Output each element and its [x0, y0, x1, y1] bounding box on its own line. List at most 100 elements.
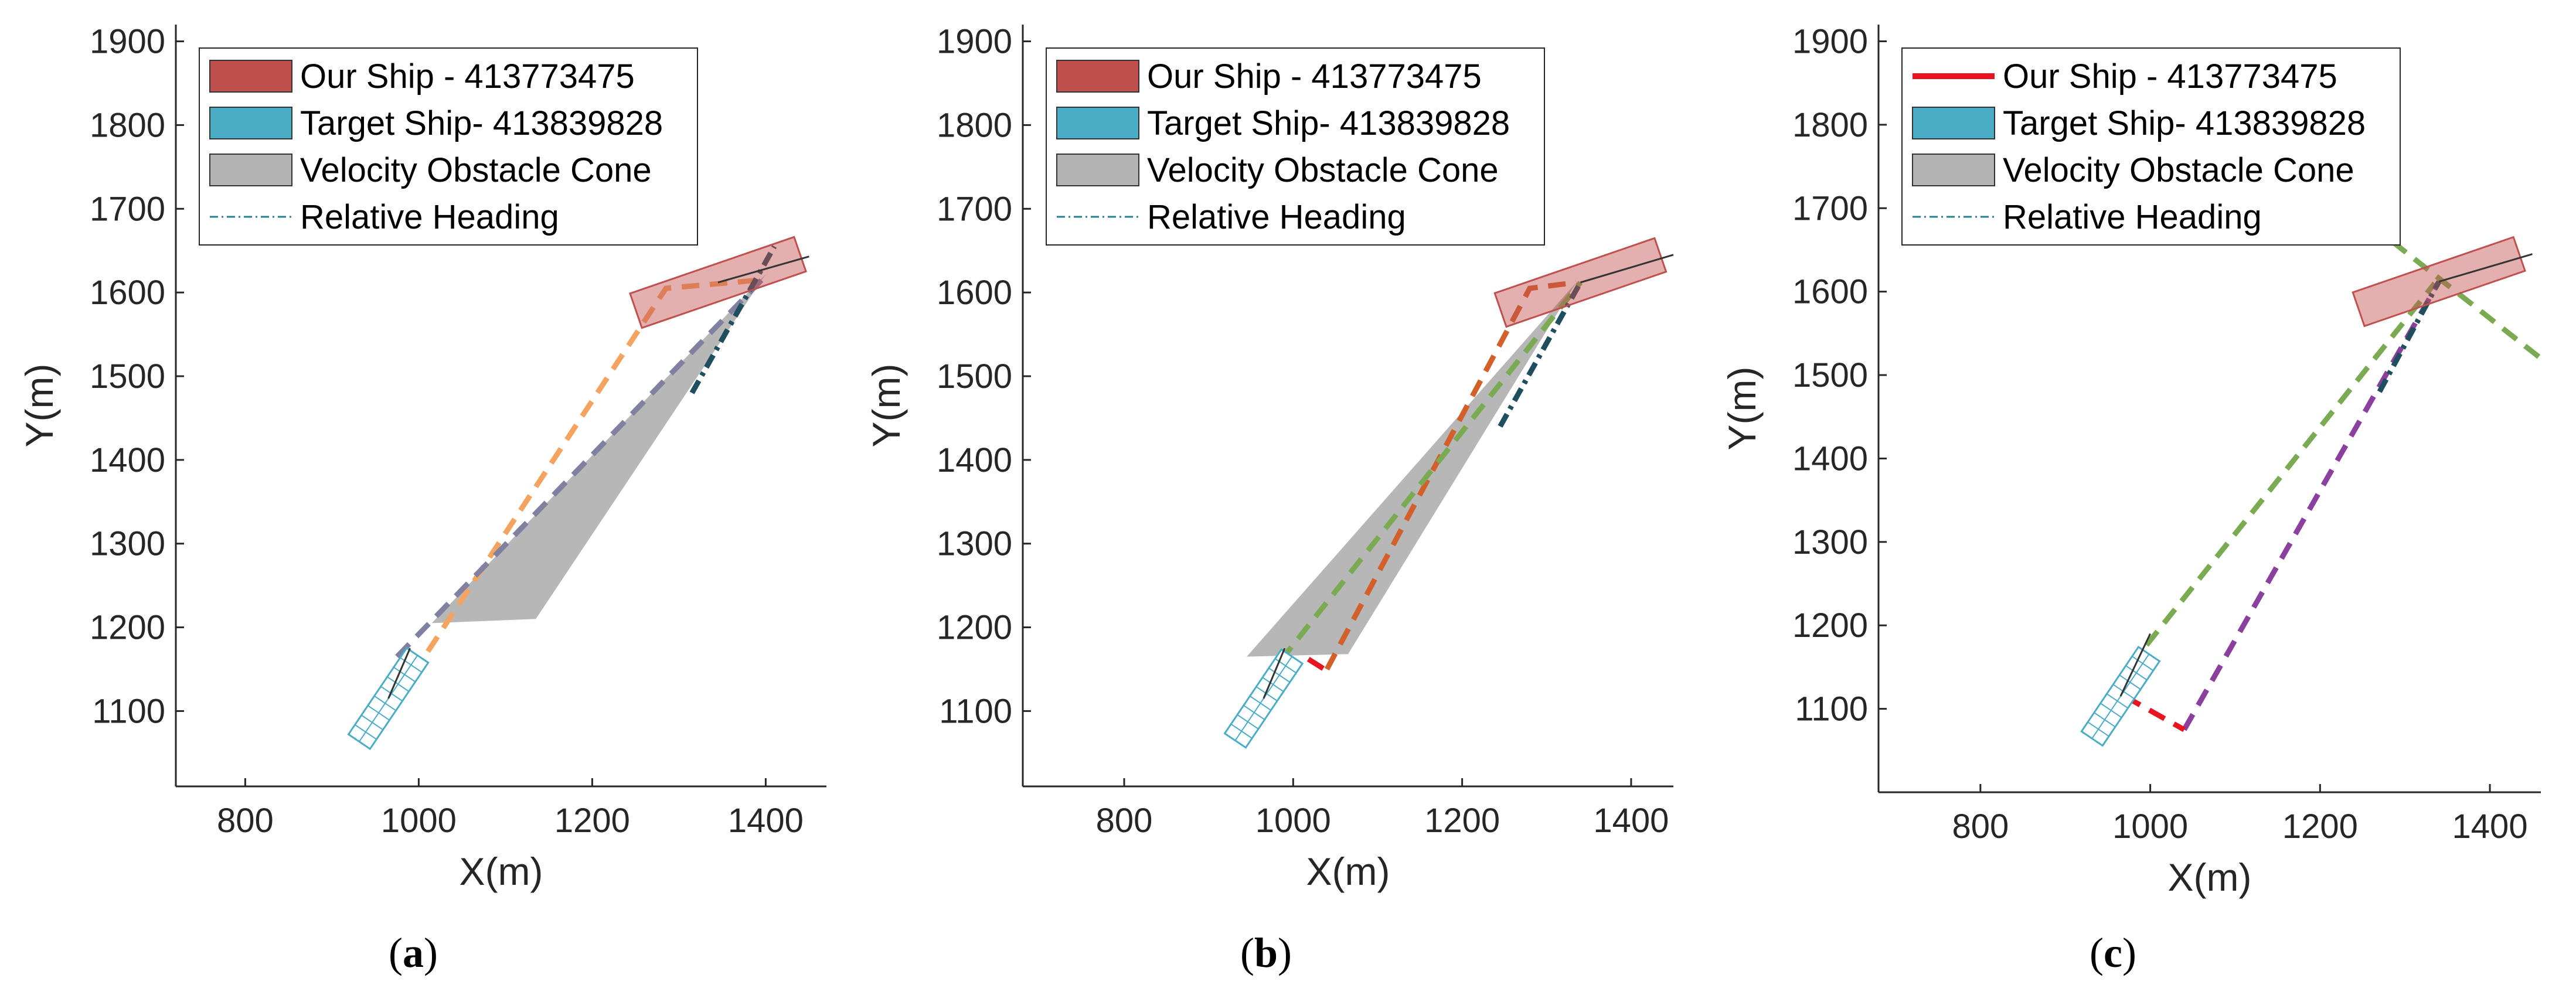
x-tick-label: 1400 [1593, 802, 1669, 840]
legend-swatch [1912, 107, 1995, 139]
y-tick-label: 1600 [1792, 273, 1868, 311]
legend-label: Relative Heading [300, 198, 559, 236]
trajectory-line [2182, 280, 2442, 731]
trajectory-line [2123, 694, 2186, 732]
x-tick-label: 1400 [728, 802, 804, 840]
y-tick-label: 1200 [1792, 606, 1868, 645]
legend-swatch [1056, 107, 1139, 139]
panel-b: 800 1000 1200 1400 1100 1200 1300 1400 1500 1600 1… [865, 23, 1674, 976]
y-tick-label: 1500 [937, 357, 1012, 396]
y-tick-label: 1800 [90, 106, 165, 144]
panel-label-letter: a [403, 929, 424, 976]
legend: Our Ship - 413773475 Target Ship- 4138398… [199, 47, 698, 246]
y-tick-label: 1200 [90, 609, 165, 647]
panel-label-open: ( [1240, 929, 1254, 976]
x-axis-label: X(m) [460, 850, 543, 893]
velocity-obstacle-cone [1247, 282, 1577, 657]
panel-label-close: ) [2122, 929, 2136, 976]
y-tick-label: 1600 [937, 274, 1012, 312]
y-tick-label: 1100 [1795, 690, 1868, 728]
x-tick-label: 800 [1952, 807, 2009, 846]
panel-label-close: ) [1278, 929, 1292, 976]
legend-label: Our Ship - 413773475 [300, 57, 635, 96]
plot-area [347, 236, 809, 751]
y-tick-label: 1700 [90, 190, 165, 228]
legend-label: Target Ship- 413839828 [300, 104, 663, 142]
target-ship-hatch [1234, 656, 1293, 741]
legend: Our Ship - 413773475 Target Ship- 4138398… [1901, 47, 2401, 246]
y-tick-label: 1500 [90, 357, 165, 396]
legend-label: Target Ship- 413839828 [1147, 104, 1510, 142]
legend-label: Velocity Obstacle Cone [300, 151, 652, 189]
target-ship-marker [1223, 648, 1304, 749]
panel-label: (a) [389, 929, 438, 976]
panel-a: 800 1000 1200 1400 1100 1200 1300 1400 1500 1600 1… [18, 23, 826, 976]
trajectory-line [1306, 657, 1329, 673]
panel-label-open: ( [389, 929, 403, 976]
y-tick-label: 1300 [90, 525, 165, 563]
panel-label: (c) [2090, 929, 2136, 976]
panel-c: 800 1000 1200 1400 1100 1200 1300 1400 1500 1600 1… [1720, 22, 2543, 976]
heading-line [387, 648, 411, 699]
x-tick-label: 1400 [2452, 807, 2528, 846]
x-tick-label: 1200 [1424, 802, 1500, 840]
y-tick-label: 1900 [90, 23, 165, 61]
y-tick-label: 1400 [90, 441, 165, 479]
trajectory-line [2390, 239, 2543, 361]
panel-label: (b) [1240, 929, 1292, 976]
heading-line [2119, 633, 2151, 697]
legend-swatch [209, 107, 292, 139]
legend-label: Our Ship - 413773475 [2003, 57, 2337, 96]
trajectory-line [395, 274, 768, 659]
trajectory-line [1324, 280, 1577, 671]
y-tick-label: 1300 [937, 525, 1012, 563]
heading-line [1263, 648, 1286, 699]
plot-area [2080, 236, 2543, 747]
legend-label: Relative Heading [2003, 198, 2262, 236]
legend-swatch [209, 60, 292, 93]
legend-label: Velocity Obstacle Cone [1147, 151, 1499, 189]
our-ship-marker [2352, 236, 2526, 328]
y-tick-label: 1600 [90, 274, 165, 312]
panel-label-letter: b [1254, 929, 1278, 976]
x-axis-label: X(m) [1306, 850, 1390, 893]
y-tick-label: 1900 [937, 23, 1012, 61]
panel-label-close: ) [424, 929, 438, 976]
axes: 800 1000 1200 1400 1100 1200 1300 1400 1500 1600 1… [1720, 22, 2541, 899]
trajectory-line [394, 277, 762, 700]
y-axis-label: Y(m) [1720, 367, 1764, 451]
panel-label-open: ( [2090, 929, 2104, 976]
panel-label-letter: c [2104, 929, 2122, 976]
legend-swatch [1056, 154, 1139, 186]
y-tick-label: 1200 [937, 609, 1012, 647]
y-axis-label: Y(m) [865, 364, 908, 448]
x-tick-label: 800 [217, 802, 274, 840]
x-tick-label: 1000 [2112, 807, 2188, 846]
legend: Our Ship - 413773475 Target Ship- 4138398… [1046, 47, 1545, 246]
y-tick-label: 1400 [937, 441, 1012, 479]
axes: 800 1000 1200 1400 1100 1200 1300 1400 1500 1600 1… [18, 23, 826, 893]
y-tick-label: 1500 [1792, 356, 1868, 394]
heading-line [1580, 254, 1674, 284]
y-tick-label: 1300 [1792, 523, 1868, 561]
legend-label: Our Ship - 413773475 [1147, 57, 1482, 96]
x-axis-label: X(m) [2168, 856, 2252, 899]
legend-swatch [1912, 154, 1995, 186]
y-axis-label: Y(m) [18, 364, 61, 448]
axes: 800 1000 1200 1400 1100 1200 1300 1400 1500 1600 1… [865, 23, 1673, 893]
y-tick-label: 1900 [1792, 22, 1868, 60]
y-tick-label: 1700 [1792, 189, 1868, 227]
legend-label: Velocity Obstacle Cone [2003, 151, 2354, 189]
y-tick-label: 1100 [939, 692, 1012, 730]
x-tick-label: 1000 [1255, 802, 1331, 840]
x-tick-label: 1200 [2282, 807, 2358, 846]
y-tick-label: 1400 [1792, 439, 1868, 478]
legend-swatch [1056, 60, 1139, 93]
legend-swatch [209, 154, 292, 186]
x-tick-label: 800 [1096, 802, 1153, 840]
legend-box [1901, 47, 2401, 246]
x-tick-label: 1000 [381, 802, 457, 840]
x-tick-label: 1200 [554, 802, 630, 840]
legend-label: Target Ship- 413839828 [2003, 104, 2366, 142]
